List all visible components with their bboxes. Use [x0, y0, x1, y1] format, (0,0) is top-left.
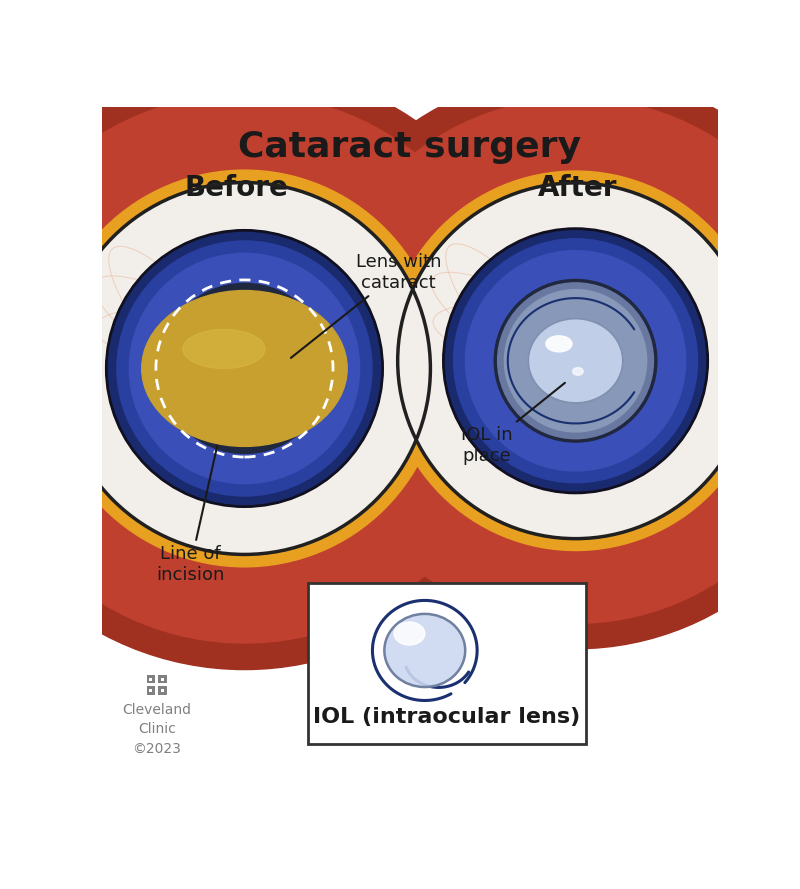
Text: Line of
incision: Line of incision	[156, 445, 225, 584]
Text: Cataract surgery: Cataract surgery	[238, 130, 582, 164]
Bar	[146, 675, 155, 684]
Circle shape	[287, 73, 800, 649]
Circle shape	[454, 239, 698, 483]
Bar	[158, 675, 166, 684]
Ellipse shape	[142, 291, 347, 446]
Circle shape	[0, 68, 546, 669]
Ellipse shape	[394, 622, 425, 645]
Text: Cleveland
Clinic
©2023: Cleveland Clinic ©2023	[122, 702, 191, 756]
Text: Before: Before	[185, 173, 289, 202]
Text: IOL in
place: IOL in place	[461, 383, 565, 465]
Bar	[158, 686, 166, 695]
Circle shape	[170, 294, 319, 443]
Circle shape	[58, 182, 430, 555]
Circle shape	[494, 279, 657, 442]
Bar	[146, 686, 155, 695]
Ellipse shape	[183, 330, 265, 368]
Circle shape	[0, 94, 519, 643]
Circle shape	[313, 98, 800, 623]
Ellipse shape	[546, 336, 572, 352]
Circle shape	[498, 283, 654, 438]
Bar	[161, 677, 164, 681]
Text: After: After	[538, 173, 618, 202]
Circle shape	[386, 171, 766, 550]
Text: Lens with
cataract: Lens with cataract	[291, 252, 442, 358]
Circle shape	[46, 170, 443, 567]
Circle shape	[505, 290, 646, 432]
Circle shape	[106, 230, 382, 507]
Circle shape	[398, 183, 754, 539]
Circle shape	[443, 228, 708, 493]
Ellipse shape	[384, 614, 466, 687]
Bar	[308, 582, 586, 744]
Circle shape	[466, 251, 686, 471]
Circle shape	[130, 253, 359, 484]
Bar	[150, 689, 153, 693]
Circle shape	[117, 241, 372, 496]
Ellipse shape	[528, 318, 623, 403]
Ellipse shape	[573, 367, 583, 375]
Text: IOL (intraocular lens): IOL (intraocular lens)	[314, 707, 581, 726]
Bar	[161, 689, 164, 693]
Bar	[150, 677, 153, 681]
Circle shape	[159, 284, 330, 453]
